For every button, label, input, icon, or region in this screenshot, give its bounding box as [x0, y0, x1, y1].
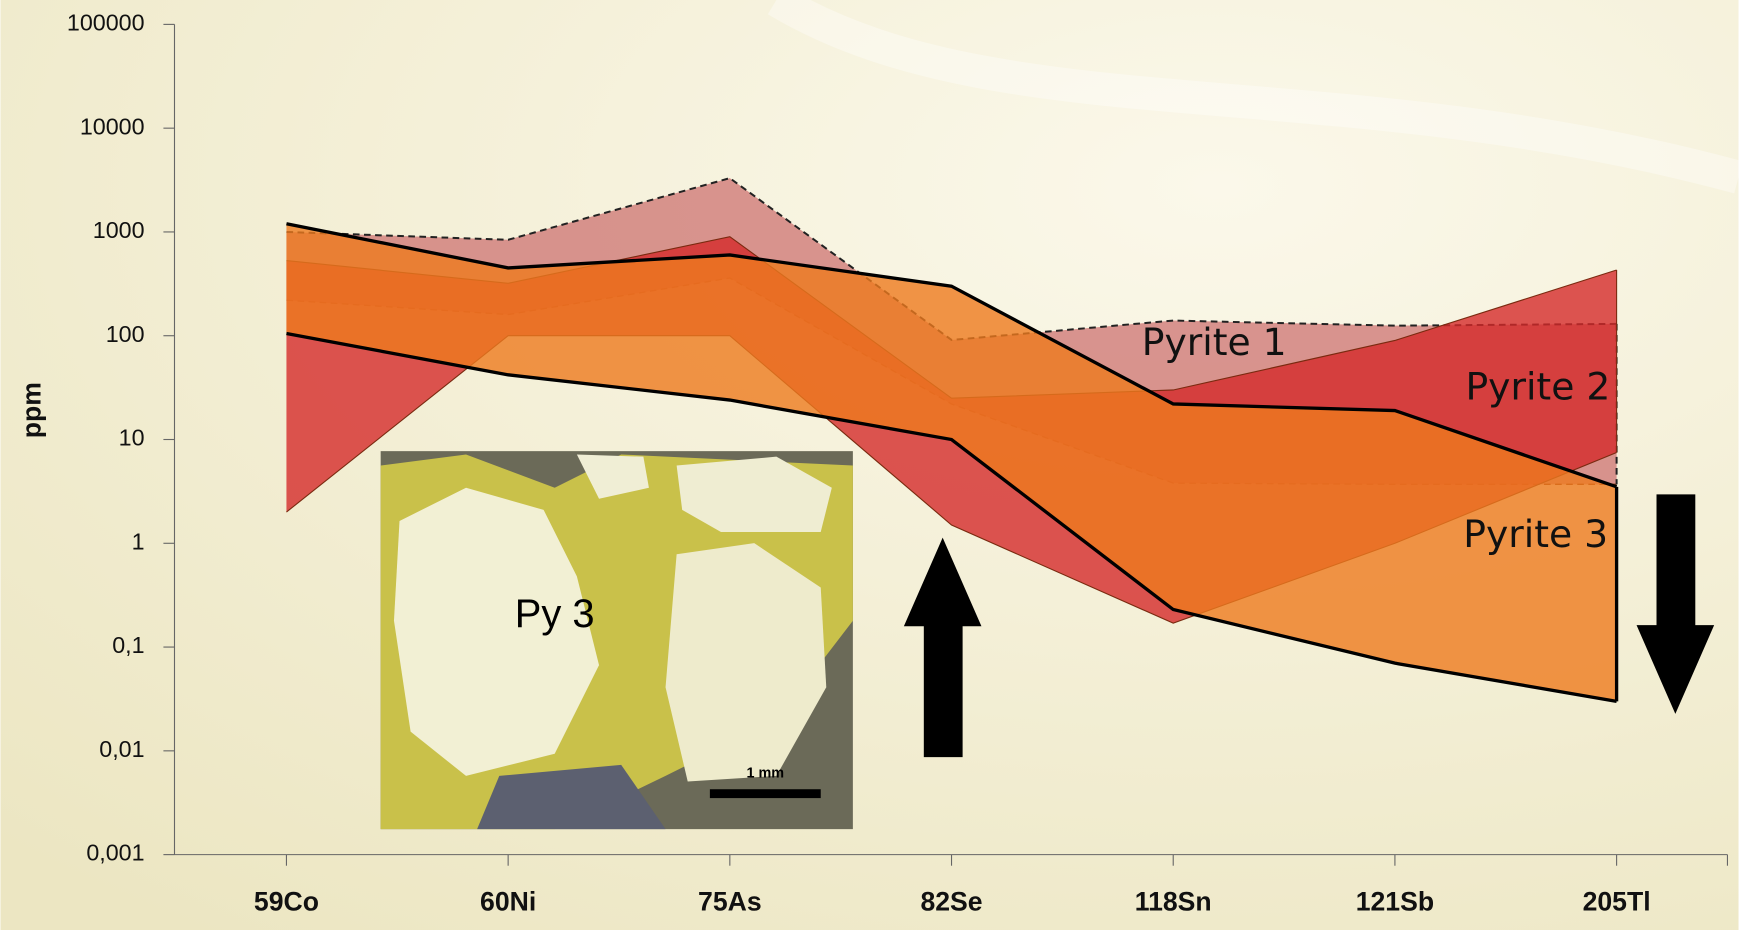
- y-tick-label: 0,001: [86, 840, 144, 866]
- scale-bar: [710, 789, 821, 798]
- y-tick-label: 100000: [67, 10, 145, 36]
- x-tick-label: 59Co: [254, 886, 319, 916]
- chart: ppm Pyrite 1 Pyrite 2 Pyrite 3 1 mm Py 3 0…: [0, 0, 1739, 930]
- scale-label: 1 mm: [746, 766, 784, 782]
- y-tick-label: 10000: [80, 113, 145, 139]
- series-label: Pyrite 3: [1463, 512, 1608, 556]
- x-tick-label: 205Tl: [1583, 886, 1651, 916]
- y-tick-label: 1: [132, 528, 145, 554]
- x-tick-label: 75As: [698, 886, 762, 916]
- x-tick-label: 82Se: [920, 886, 982, 916]
- series-label: Pyrite 1: [1142, 320, 1287, 364]
- y-tick-label: 0,1: [112, 632, 144, 658]
- y-tick-label: 10: [119, 425, 145, 451]
- x-tick-label: 60Ni: [480, 886, 536, 916]
- x-tick-label: 121Sb: [1356, 886, 1434, 916]
- inset-photo: 1 mm Py 3: [381, 451, 853, 829]
- x-tick-label: 118Sn: [1135, 886, 1212, 916]
- series-label: Pyrite 2: [1465, 365, 1610, 409]
- y-axis-label: ppm: [17, 382, 47, 438]
- y-tick-label: 1000: [93, 217, 145, 243]
- inset-label: Py 3: [515, 592, 595, 636]
- y-tick-label: 100: [106, 321, 145, 347]
- y-tick-label: 0,01: [99, 736, 144, 762]
